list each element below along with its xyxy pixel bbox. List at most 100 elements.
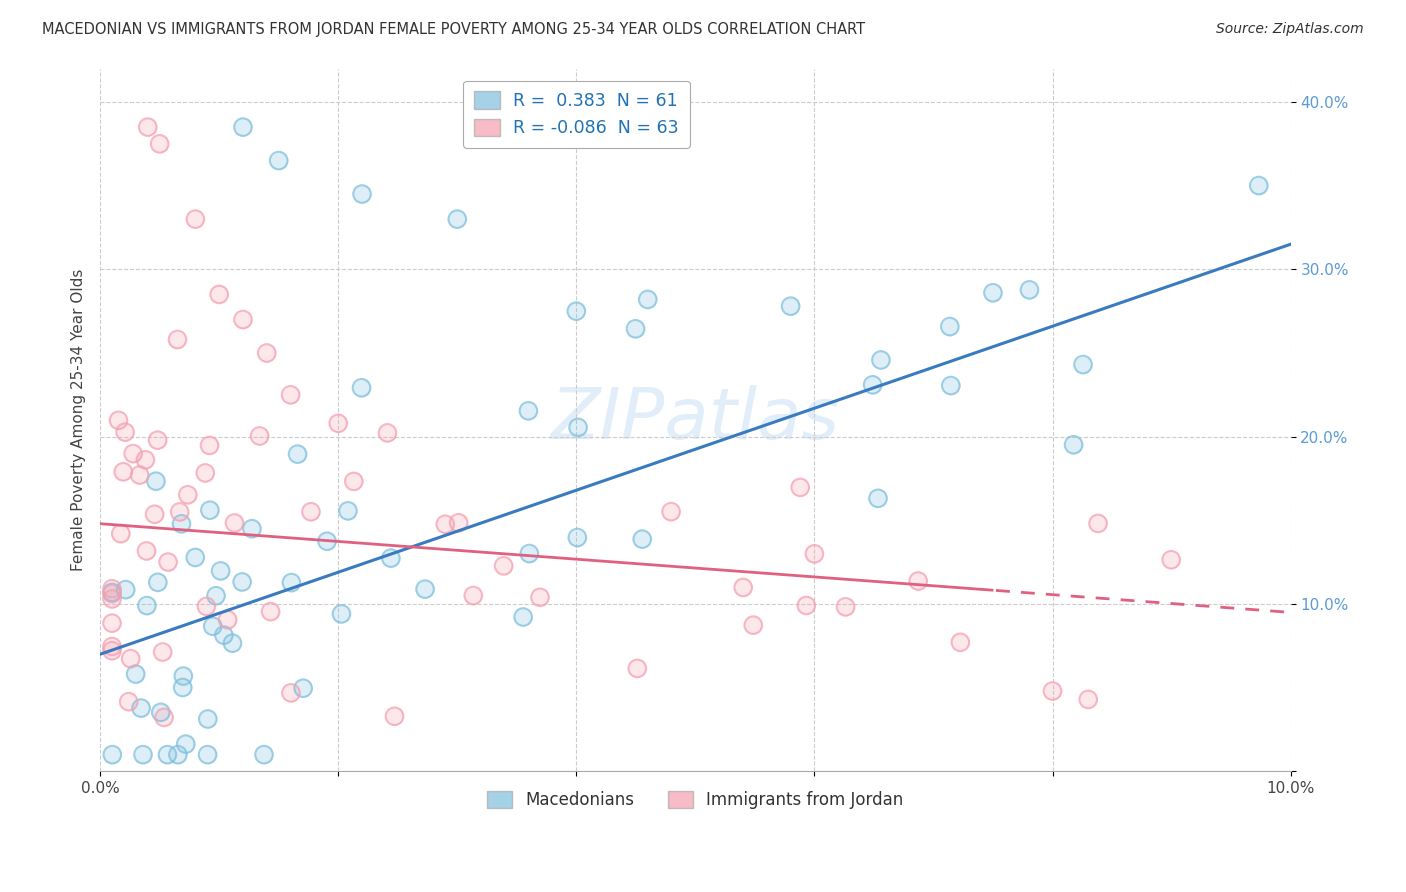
Point <box>120 651 142 665</box>
Point <box>198 438 221 452</box>
Point <box>631 532 654 546</box>
Point <box>209 564 232 578</box>
Point <box>330 607 353 621</box>
Point <box>517 547 540 561</box>
Point <box>118 695 141 709</box>
Point <box>209 564 232 578</box>
Point <box>377 425 399 440</box>
Point <box>413 582 436 596</box>
Point <box>128 468 150 483</box>
Point <box>565 304 588 318</box>
Point <box>232 120 254 134</box>
Point <box>299 505 322 519</box>
Point <box>350 187 373 202</box>
Point <box>143 507 166 521</box>
Point <box>803 547 825 561</box>
Point <box>447 516 470 530</box>
Point <box>145 474 167 488</box>
Point <box>512 610 534 624</box>
Point <box>124 667 146 681</box>
Point <box>1077 692 1099 706</box>
Point <box>167 747 190 762</box>
Point <box>198 503 221 517</box>
Point <box>149 706 172 720</box>
Point <box>232 120 254 134</box>
Point <box>343 475 366 489</box>
Point <box>146 575 169 590</box>
Point <box>463 589 485 603</box>
Point <box>512 610 534 624</box>
Point <box>280 686 302 700</box>
Point <box>343 475 366 489</box>
Point <box>492 558 515 573</box>
Point <box>129 701 152 715</box>
Point <box>156 747 179 762</box>
Point <box>292 681 315 696</box>
Point <box>447 516 470 530</box>
Point <box>157 555 180 569</box>
Point <box>659 505 682 519</box>
Point <box>170 516 193 531</box>
Point <box>194 466 217 480</box>
Point <box>101 616 124 631</box>
Point <box>167 747 190 762</box>
Point <box>231 574 253 589</box>
Point <box>172 669 194 683</box>
Point <box>626 661 648 675</box>
Point <box>153 710 176 724</box>
Point <box>350 381 373 395</box>
Point <box>101 747 124 762</box>
Point <box>637 293 659 307</box>
Point <box>733 581 755 595</box>
Point <box>135 599 157 613</box>
Point <box>152 645 174 659</box>
Point <box>350 381 373 395</box>
Point <box>169 505 191 519</box>
Point <box>492 558 515 573</box>
Point <box>939 319 962 334</box>
Point <box>101 582 124 596</box>
Point <box>146 575 169 590</box>
Point <box>101 640 124 654</box>
Point <box>1063 438 1085 452</box>
Point <box>249 429 271 443</box>
Point <box>981 285 1004 300</box>
Point <box>733 581 755 595</box>
Point <box>280 388 302 402</box>
Point <box>197 747 219 762</box>
Point <box>110 526 132 541</box>
Point <box>136 120 159 134</box>
Point <box>184 212 207 227</box>
Point <box>112 465 135 479</box>
Point <box>949 635 972 649</box>
Point <box>384 709 406 723</box>
Point <box>149 706 172 720</box>
Point <box>870 353 893 368</box>
Point <box>939 378 962 392</box>
Point <box>135 544 157 558</box>
Point <box>377 425 399 440</box>
Point <box>249 429 271 443</box>
Point <box>101 585 124 599</box>
Point <box>114 425 136 439</box>
Point <box>101 643 124 657</box>
Y-axis label: Female Poverty Among 25-34 Year Olds: Female Poverty Among 25-34 Year Olds <box>72 268 86 571</box>
Point <box>789 480 811 494</box>
Point <box>128 468 150 483</box>
Text: Source: ZipAtlas.com: Source: ZipAtlas.com <box>1216 22 1364 37</box>
Point <box>1087 516 1109 531</box>
Point <box>350 187 373 202</box>
Point <box>153 710 176 724</box>
Point <box>803 547 825 561</box>
Point <box>172 681 194 695</box>
Point <box>129 701 152 715</box>
Point <box>205 589 228 603</box>
Point <box>1247 178 1270 193</box>
Point <box>134 452 156 467</box>
Point <box>1018 283 1040 297</box>
Point <box>101 582 124 596</box>
Point <box>267 153 290 168</box>
Point <box>124 667 146 681</box>
Point <box>212 628 235 642</box>
Text: MACEDONIAN VS IMMIGRANTS FROM JORDAN FEMALE POVERTY AMONG 25-34 YEAR OLDS CORREL: MACEDONIAN VS IMMIGRANTS FROM JORDAN FEM… <box>42 22 865 37</box>
